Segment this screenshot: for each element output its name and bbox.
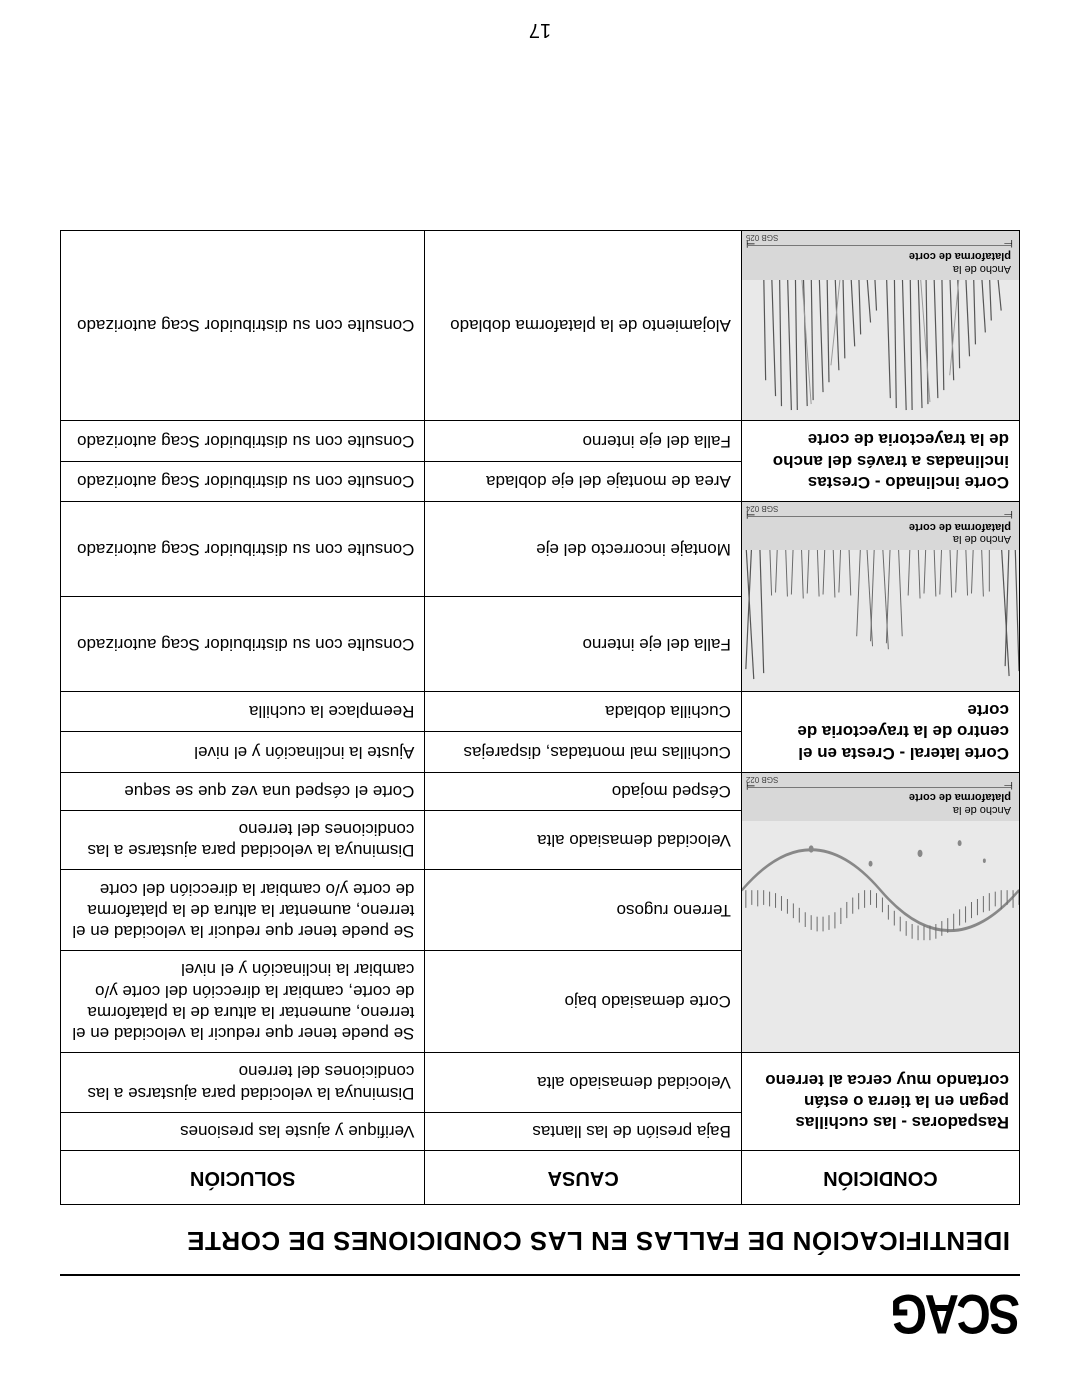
table-row: Ancho de la plataforma de corte ⊢ ⊣ SGB … bbox=[61, 597, 1020, 692]
figure-code: SGB 024 bbox=[746, 504, 778, 513]
figure-code: SGB 022 bbox=[746, 775, 778, 784]
cause-cell: Montaje incorrecto del eje bbox=[425, 502, 741, 597]
brand-logo: SCAG bbox=[204, 1282, 1020, 1347]
solution-cell: Disminuya la velocidad para ajustarse a … bbox=[61, 1053, 425, 1113]
solution-cell: Consulte con su distribuidor Scag autori… bbox=[61, 461, 425, 501]
sloped-ridge-figure: Ancho de la plataforma de corte ⊢ ⊣ SGB … bbox=[742, 231, 1019, 420]
figure-code: SGB 025 bbox=[746, 233, 778, 242]
figure-cell: Ancho de la plataforma de corte ⊢ ⊣ SGB … bbox=[741, 772, 1019, 1053]
cause-cell: Corte demasiado bajo bbox=[425, 951, 741, 1053]
cause-cell: Alojamiento de la plataforma doblado bbox=[425, 231, 741, 421]
solution-cell: Ajuste la inclinación y el nivel bbox=[61, 732, 425, 772]
col-condition: CONDICIÓN bbox=[741, 1151, 1019, 1205]
solution-cell: Verifique y ajuste las presiones bbox=[61, 1112, 425, 1150]
cause-cell: Cuchilla doblada bbox=[425, 692, 741, 732]
header-rule bbox=[60, 1274, 1020, 1276]
solution-cell: Corte el césped una vez que se seque bbox=[61, 772, 425, 810]
col-solution: SOLUCIÓN bbox=[61, 1151, 425, 1205]
solution-cell: Reemplace la cuchilla bbox=[61, 692, 425, 732]
page-number: 17 bbox=[529, 18, 551, 41]
col-cause: CAUSA bbox=[425, 1151, 741, 1205]
page-title: IDENTIFICACIÓN DE FALLAS EN LAS CONDICIO… bbox=[60, 1225, 1010, 1256]
figure-caption: Ancho de la plataforma de corte ⊢ ⊣ SGB … bbox=[742, 773, 1019, 821]
cause-cell: Velocidad demasiado alta bbox=[425, 1053, 741, 1113]
cause-cell: Cuchillas mal montadas, disparejas bbox=[425, 732, 741, 772]
solution-cell: Consulte con su distribuidor Scag autori… bbox=[61, 597, 425, 692]
cause-cell: Césped mojado bbox=[425, 772, 741, 810]
cause-cell: Baja presión de las llantas bbox=[425, 1112, 741, 1150]
condition-cell: Corte inclinado - Crestas inclinadas a t… bbox=[741, 421, 1019, 502]
solution-cell: Disminuya la velocidad para ajustarse a … bbox=[61, 811, 425, 871]
table-header-row: CONDICIÓN CAUSA SOLUCIÓN bbox=[61, 1151, 1020, 1205]
condition-cell: Corte lateral - Cresta en el centro de l… bbox=[741, 692, 1019, 773]
table-row: Corte inclinado - Crestas inclinadas a t… bbox=[61, 461, 1020, 501]
solution-cell: Consulte con su distribuidor Scag autori… bbox=[61, 421, 425, 461]
figure-cell: Ancho de la plataforma de corte ⊢ ⊣ SGB … bbox=[741, 231, 1019, 421]
cause-cell: Velocidad demasiado alta bbox=[425, 811, 741, 871]
solution-cell: Consulte con su distribuidor Scag autori… bbox=[61, 231, 425, 421]
cause-cell: Area de montaje del eje doblada bbox=[425, 461, 741, 501]
figure-caption: Ancho de la plataforma de corte ⊢ ⊣ SGB … bbox=[742, 231, 1019, 279]
solution-cell: Se puede tener que reducir la velocidad … bbox=[61, 870, 425, 951]
solution-cell: Se puede tener que reducir la velocidad … bbox=[61, 951, 425, 1053]
condition-cell: Raspadoras - las cuchillas pegan en la t… bbox=[741, 1053, 1019, 1151]
table-row: Raspadoras - las cuchillas pegan en la t… bbox=[61, 1112, 1020, 1150]
cause-cell: Falla del eje interno bbox=[425, 421, 741, 461]
table-row: Ancho de la plataforma de corte ⊢ ⊣ SGB … bbox=[61, 231, 1020, 421]
table-row: Ancho de la plataforma de corte ⊢ ⊣ SGB … bbox=[61, 951, 1020, 1053]
solution-cell: Consulte con su distribuidor Scag autori… bbox=[61, 502, 425, 597]
cause-cell: Falla del eje interno bbox=[425, 597, 741, 692]
ridge-center-figure: Ancho de la plataforma de corte ⊢ ⊣ SGB … bbox=[742, 502, 1019, 691]
troubleshooting-table: CONDICIÓN CAUSA SOLUCIÓN Raspadoras - la… bbox=[60, 230, 1020, 1205]
scalp-figure: Ancho de la plataforma de corte ⊢ ⊣ SGB … bbox=[742, 773, 1019, 1053]
figure-caption: Ancho de la plataforma de corte ⊢ ⊣ SGB … bbox=[742, 502, 1019, 550]
figure-cell: Ancho de la plataforma de corte ⊢ ⊣ SGB … bbox=[741, 502, 1019, 692]
cause-cell: Terreno rugoso bbox=[425, 870, 741, 951]
table-row: Corte lateral - Cresta en el centro de l… bbox=[61, 732, 1020, 772]
